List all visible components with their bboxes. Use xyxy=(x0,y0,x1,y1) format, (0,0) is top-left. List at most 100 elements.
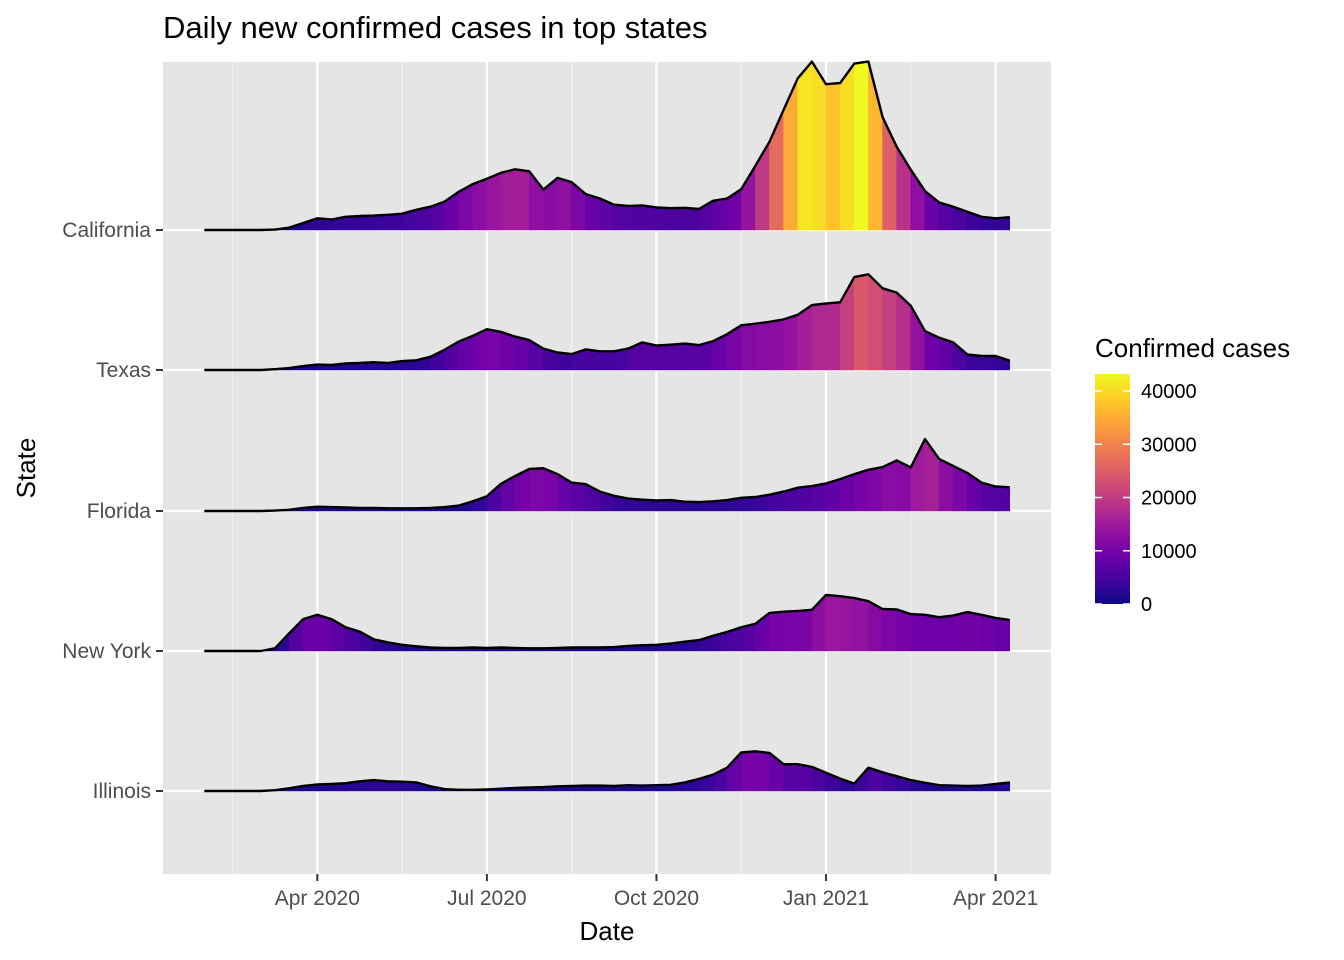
area-segment xyxy=(599,351,615,371)
area-segment xyxy=(486,328,502,371)
area-segment xyxy=(514,336,530,371)
x-axis-title: Date xyxy=(580,916,635,946)
area-segment xyxy=(585,349,601,371)
area-segment xyxy=(995,486,1011,512)
x-tick-label: Apr 2020 xyxy=(275,887,360,910)
area-segment xyxy=(585,193,601,231)
area-segment xyxy=(642,342,657,371)
area-segment xyxy=(853,61,869,231)
area-segment xyxy=(345,215,361,231)
area-segment xyxy=(952,611,968,652)
area-segment xyxy=(755,321,770,371)
area-segment xyxy=(825,82,841,231)
area-segment xyxy=(387,213,403,231)
ridge-areas xyxy=(204,60,1011,793)
area-segment xyxy=(543,467,558,512)
area-segment xyxy=(868,466,883,512)
ridge-florida xyxy=(204,437,1011,513)
y-tick-label: New York xyxy=(62,640,151,663)
area-segment xyxy=(797,609,813,652)
area-segment xyxy=(755,750,770,792)
x-tick-label: Apr 2021 xyxy=(953,887,1038,910)
legend-label: 20000 xyxy=(1141,488,1197,510)
ridge-illinois xyxy=(204,750,1011,793)
area-segment xyxy=(995,216,1011,231)
ridge-outline xyxy=(204,273,1011,372)
area-segment xyxy=(472,178,488,231)
legend-title: Confirmed cases xyxy=(1095,333,1290,363)
area-segment xyxy=(938,458,954,512)
x-tick-label: Oct 2020 xyxy=(614,887,699,910)
legend-label: 0 xyxy=(1141,594,1152,616)
area-segment xyxy=(712,198,728,231)
area-segment xyxy=(811,303,827,371)
area-segment xyxy=(740,496,756,512)
area-segment xyxy=(868,273,883,371)
area-segment xyxy=(627,205,643,231)
area-segment xyxy=(853,597,869,652)
area-segment xyxy=(882,459,897,512)
ridge-california xyxy=(204,60,1011,232)
legend-ticks: 0 10000 20000 30000 40000 xyxy=(1095,381,1197,616)
area-segment xyxy=(896,459,912,512)
legend-label: 30000 xyxy=(1141,434,1197,456)
area-segment xyxy=(811,483,827,512)
area-segment xyxy=(938,615,954,652)
area-segment xyxy=(783,610,799,652)
ridge-texas xyxy=(204,273,1011,372)
area-segment xyxy=(500,331,516,371)
ridge-outline xyxy=(204,437,1010,513)
y-tick-label: California xyxy=(62,219,151,242)
area-segment xyxy=(967,611,982,652)
y-tick-label: Texas xyxy=(96,359,151,382)
area-segment xyxy=(656,344,671,371)
area-segment xyxy=(797,763,813,792)
area-segment xyxy=(613,204,629,231)
y-tick-label: Florida xyxy=(87,500,152,523)
area-segment xyxy=(839,62,855,231)
area-segment xyxy=(740,751,756,792)
area-segment xyxy=(656,207,671,231)
x-axis-ticks: Apr 2020 Jul 2020 Oct 2020 Jan 2021 Apr 2021 xyxy=(275,874,1038,910)
area-segment xyxy=(783,314,799,371)
area-segment xyxy=(528,467,544,512)
area-segment xyxy=(769,319,784,371)
ridge-outline xyxy=(204,750,1010,793)
area-segment xyxy=(740,323,756,371)
area-segment xyxy=(839,595,855,652)
area-segment xyxy=(557,177,572,231)
area-segment xyxy=(486,172,502,231)
area-segment xyxy=(811,60,827,231)
area-segment xyxy=(882,287,897,371)
area-segment xyxy=(783,763,799,792)
y-tick-label: Illinois xyxy=(93,780,151,803)
area-segment xyxy=(656,499,671,512)
area-segment xyxy=(981,614,996,652)
area-segment xyxy=(359,215,375,231)
area-segment xyxy=(642,205,657,231)
area-segment xyxy=(571,482,587,512)
area-segment xyxy=(500,168,516,231)
area-segment xyxy=(853,273,869,371)
area-segment xyxy=(797,485,813,512)
area-segment xyxy=(557,352,572,371)
y-axis-ticks: California Texas Florida New York Illinois xyxy=(62,219,163,803)
chart-title: Daily new confirmed cases in top states xyxy=(163,10,707,45)
area-segment xyxy=(924,614,940,652)
y-axis-title: State xyxy=(11,438,41,499)
ridge-new-york xyxy=(204,593,1011,653)
legend-label: 40000 xyxy=(1141,381,1197,403)
area-segment xyxy=(910,613,926,652)
area-segment xyxy=(670,207,686,231)
ridge-outline xyxy=(204,593,1010,653)
area-segment xyxy=(825,302,841,371)
x-tick-label: Jan 2021 xyxy=(783,887,869,910)
area-segment xyxy=(373,214,389,231)
area-segment xyxy=(995,617,1011,652)
area-segment xyxy=(896,608,912,652)
area-segment xyxy=(769,611,784,652)
area-segment xyxy=(882,608,897,652)
ridge-outline xyxy=(204,60,1010,232)
x-tick-label: Jul 2020 xyxy=(447,887,526,910)
